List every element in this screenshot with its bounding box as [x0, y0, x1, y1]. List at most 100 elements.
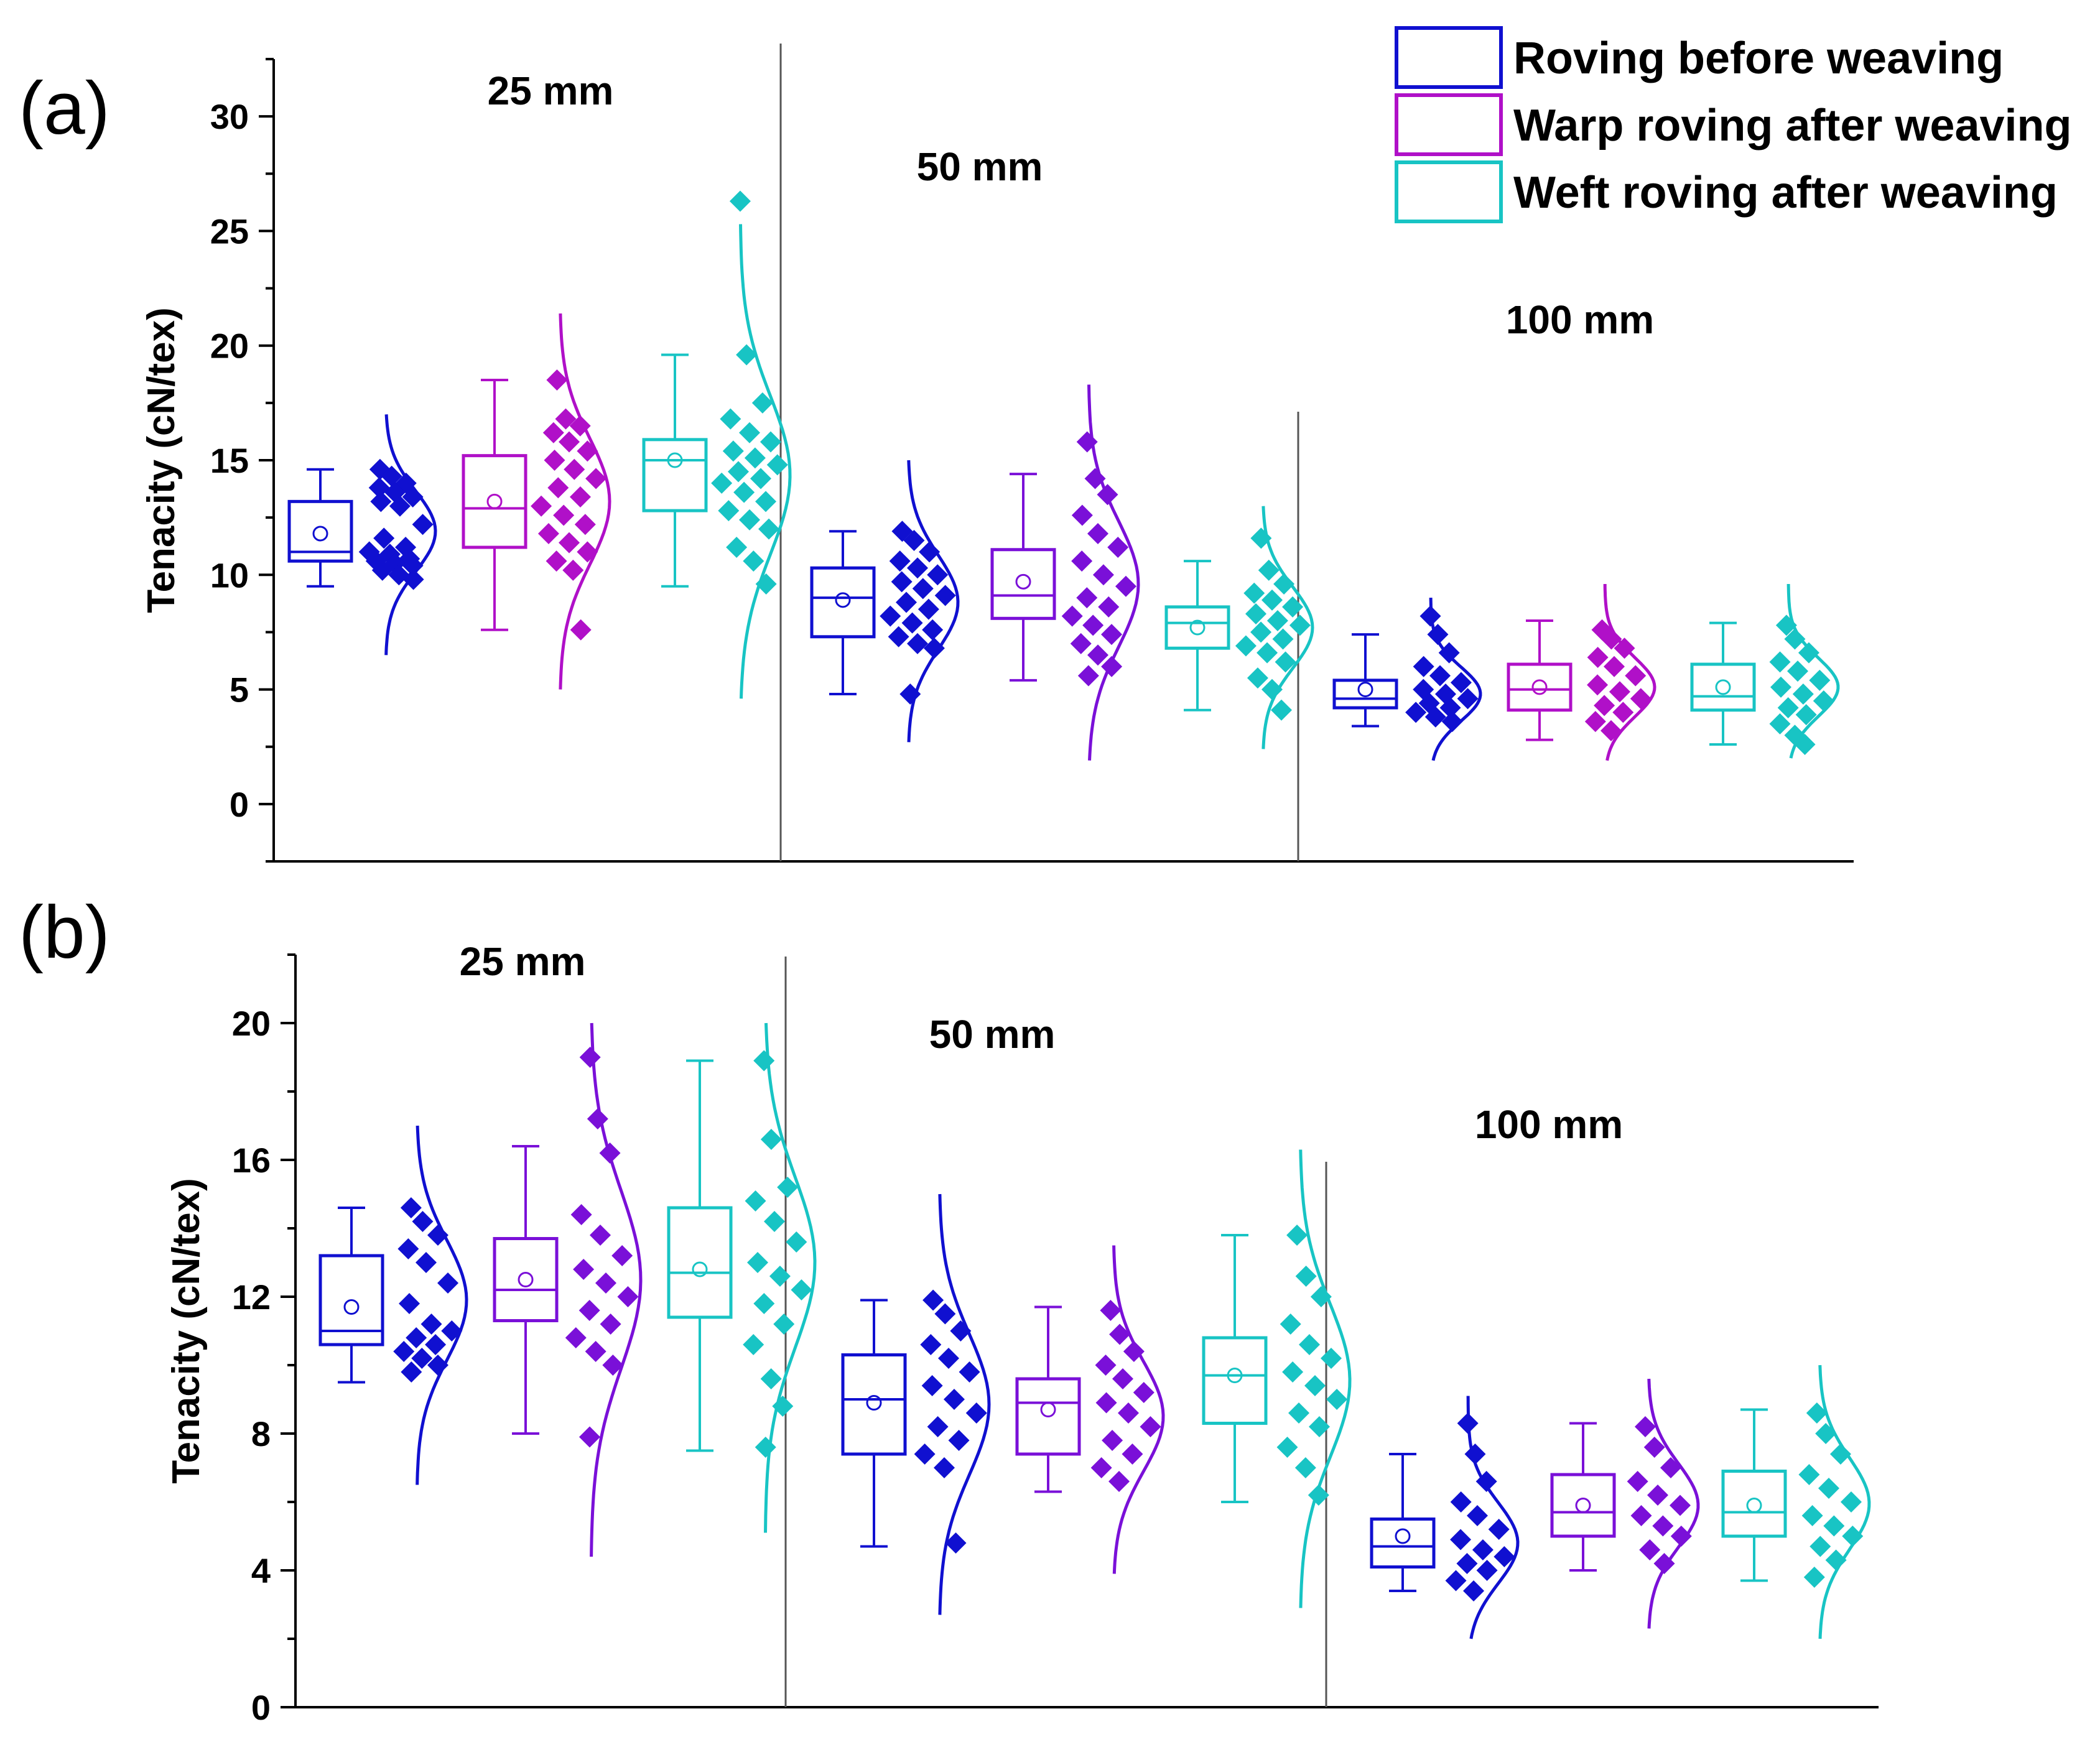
- data-point: [948, 1430, 970, 1451]
- data-point: [1101, 624, 1123, 646]
- data-point: [1243, 582, 1265, 604]
- iqr-box: [1202, 1336, 1268, 1425]
- mean-marker: [1015, 573, 1031, 590]
- legend-label: Warp roving after weaving: [1513, 101, 2072, 151]
- data-point: [402, 555, 424, 577]
- data-point: [921, 1375, 943, 1396]
- data-point: [1102, 1430, 1123, 1451]
- data-point: [711, 472, 733, 494]
- data-point: [1464, 1443, 1486, 1465]
- data-point: [427, 1225, 448, 1246]
- legend-swatch: [1395, 93, 1503, 156]
- data-point: [791, 1279, 812, 1300]
- data-point: [400, 1197, 422, 1218]
- mean-marker: [1715, 679, 1731, 695]
- distribution-curve: [416, 1125, 468, 1485]
- mean-marker: [1575, 1498, 1591, 1513]
- data-point: [1087, 522, 1108, 544]
- data-point: [587, 1108, 608, 1129]
- data-point: [1450, 672, 1472, 693]
- data-point: [760, 1368, 782, 1389]
- data-point: [945, 1532, 967, 1554]
- data-point: [722, 440, 744, 462]
- mean-marker: [667, 452, 683, 468]
- data-point: [1600, 720, 1622, 741]
- y-tick-label: 12: [232, 1277, 271, 1317]
- box-series-1: [493, 1022, 643, 1557]
- data-point: [1308, 1485, 1329, 1506]
- panel-b: (b) Tenacity (cN/tex) 0 4 8 12 16 20 25 mm 50 mm 1…: [19, 891, 1879, 1727]
- legend-swatch: [1395, 26, 1503, 89]
- data-point: [1115, 575, 1136, 597]
- mean-marker: [312, 526, 328, 542]
- mean-marker: [1531, 679, 1548, 695]
- data-point: [1304, 1375, 1326, 1396]
- data-point: [1071, 550, 1093, 572]
- data-point: [896, 591, 917, 613]
- data-point: [555, 408, 577, 430]
- data-point: [562, 559, 584, 581]
- data-point: [1077, 665, 1099, 687]
- legend: Roving before weaving Warp roving after w…: [1395, 26, 2072, 223]
- data-point: [899, 683, 921, 705]
- data-point: [1082, 614, 1104, 636]
- data-point: [1133, 1382, 1155, 1403]
- data-point: [569, 415, 591, 437]
- data-point: [729, 190, 751, 212]
- data-point: [381, 465, 402, 487]
- data-point: [427, 1355, 448, 1376]
- y-axis-label: Tenacity (cN/tex): [140, 307, 183, 613]
- y-tick-label: 20: [210, 327, 249, 366]
- iqr-box: [1690, 662, 1756, 712]
- data-point: [1842, 1526, 1864, 1547]
- data-point: [751, 392, 773, 414]
- data-point: [1107, 537, 1129, 558]
- data-point: [965, 1402, 987, 1424]
- data-point: [1250, 527, 1272, 549]
- data-point: [1087, 644, 1108, 666]
- data-point: [611, 1245, 633, 1266]
- data-point: [1660, 1457, 1681, 1478]
- data-point: [743, 1334, 764, 1355]
- data-point: [1245, 603, 1267, 624]
- data-point: [1122, 1443, 1143, 1465]
- data-point: [1272, 628, 1294, 650]
- data-point: [368, 477, 390, 499]
- data-point: [920, 1334, 942, 1355]
- data-point: [891, 571, 913, 593]
- data-point: [553, 504, 575, 526]
- data-point: [1326, 1389, 1348, 1410]
- data-point: [585, 1341, 606, 1362]
- mean-marker: [518, 1272, 534, 1287]
- data-point: [720, 408, 741, 430]
- data-point: [590, 1225, 611, 1246]
- data-point: [1140, 1416, 1161, 1437]
- data-point: [411, 1348, 433, 1369]
- data-point: [1101, 656, 1123, 677]
- box-series-2: [642, 190, 792, 699]
- data-point: [1472, 1539, 1494, 1560]
- data-point: [1282, 596, 1304, 618]
- data-point: [570, 1204, 592, 1225]
- box-series-0: [287, 414, 437, 656]
- data-point: [537, 522, 559, 544]
- data-point: [371, 559, 393, 581]
- data-point: [923, 637, 945, 659]
- data-point: [1419, 605, 1441, 627]
- box-series-0: [318, 1125, 468, 1485]
- data-point: [755, 1437, 776, 1458]
- iqr-box: [1164, 605, 1230, 650]
- distribution-curve: [1647, 1378, 1700, 1629]
- data-point: [600, 1314, 621, 1335]
- group-label: 100 mm: [1506, 297, 1654, 342]
- data-point: [1594, 695, 1615, 716]
- data-point: [1798, 1464, 1820, 1485]
- data-point: [1271, 699, 1293, 721]
- legend-item: Warp roving after weaving: [1395, 93, 2072, 156]
- data-point: [1429, 665, 1451, 687]
- data-point: [1625, 665, 1647, 687]
- data-point: [773, 1314, 795, 1335]
- data-point: [912, 578, 934, 600]
- data-point: [927, 1416, 949, 1437]
- data-point: [1840, 1491, 1862, 1513]
